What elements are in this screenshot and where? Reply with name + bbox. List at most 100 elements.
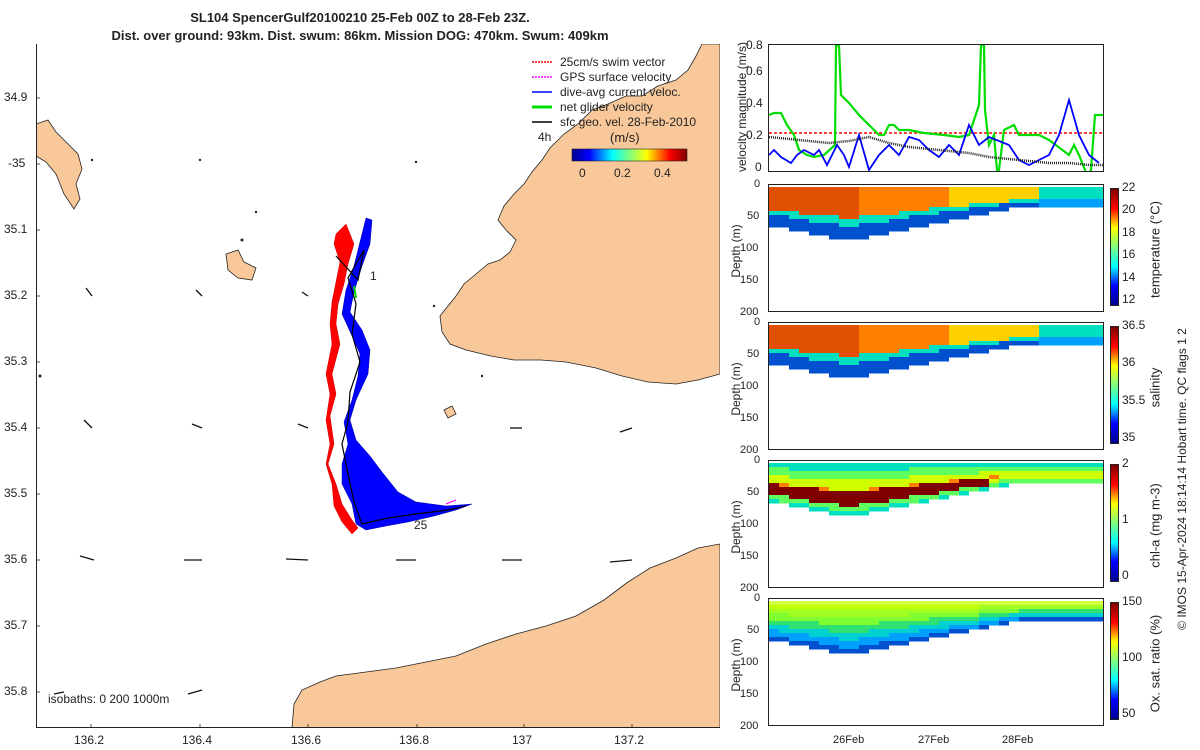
profile-section-1 [769, 325, 1109, 378]
lat-tick-352: 35.2 [4, 288, 28, 302]
profile-colorbar-1 [1110, 326, 1119, 444]
colorbar-tick-0: 0 [579, 166, 586, 180]
depth-tick: 100 [740, 380, 759, 392]
time-tick-28feb: 28Feb [1002, 734, 1034, 746]
profile-cbar-tick: 50 [1122, 706, 1136, 720]
gps-surface-velocity [445, 499, 457, 505]
vel-ytick-0: 0 [755, 160, 762, 174]
profile-section-2 [769, 463, 1109, 516]
time-tick-27feb: 27Feb [918, 734, 950, 746]
lon-tick-1368: 136.8 [399, 733, 430, 747]
depth-tick: 100 [740, 656, 759, 668]
lat-tick-349: 34.9 [4, 90, 28, 104]
net-glider-path [335, 249, 467, 525]
legend-swim: 25cm/s swim vector [560, 55, 666, 69]
legend-symbols [532, 61, 552, 123]
velocity-panel [768, 43, 1104, 178]
profile-variable-label: chl-a (mg m-3) [1147, 483, 1163, 568]
depth-tick: 200 [740, 444, 759, 456]
lat-tick-357: 35.7 [4, 618, 28, 632]
speed-colorbar [571, 148, 688, 162]
land-yorke-peninsula [439, 43, 721, 385]
lon-tick-1366: 136.6 [291, 733, 322, 747]
profile-cbar-tick: 2 [1122, 456, 1129, 470]
map-frame [35, 43, 721, 729]
lon-tick-1372: 137.2 [614, 733, 645, 747]
legend-net: net glider velocity [560, 100, 653, 114]
profile-cbar-tick: 36.5 [1122, 318, 1146, 332]
profile-cbar-tick: 12 [1122, 292, 1136, 306]
depth-axis-label: Depth (m) [729, 638, 743, 692]
lat-tick-355: 35.5 [4, 486, 28, 500]
map-axes [36, 44, 720, 728]
depth-tick: 100 [740, 242, 759, 254]
depth-tick: 200 [740, 582, 759, 594]
gps-velocity-segment [353, 285, 357, 299]
depth-tick: 0 [754, 316, 761, 328]
isobaths-label: isobaths: 0 200 1000m [48, 692, 170, 706]
lat-tick-353: 35.3 [4, 354, 28, 368]
depth-tick: 100 [740, 518, 759, 530]
time-tick-26feb: 26Feb [833, 734, 865, 746]
profile-cbar-tick: 0 [1122, 568, 1129, 582]
profile-colorbar-0 [1110, 188, 1119, 306]
land-islet [443, 405, 457, 419]
lon-tick-137: 137 [512, 733, 533, 747]
geo-velocity-line [768, 135, 1103, 167]
lat-tick-351: 35.1 [4, 222, 28, 236]
lon-tick-1362: 136.2 [74, 733, 105, 747]
depth-tick: 50 [747, 486, 760, 498]
profile-panel-0 [768, 184, 1109, 312]
profile-cbar-tick: 35 [1122, 430, 1136, 444]
profile-panel-3 [768, 598, 1109, 726]
profile-cbar-tick: 36 [1122, 355, 1136, 370]
lon-tick-1364: 136.4 [182, 733, 213, 747]
land-kangaroo-island [291, 543, 721, 729]
depth-tick: 50 [747, 210, 760, 222]
profile-section-3 [769, 601, 1109, 654]
depth-tick: 50 [747, 624, 760, 636]
lat-tick-358: 35.8 [4, 684, 28, 698]
depth-tick: 150 [740, 688, 759, 700]
net-velocity-line [768, 43, 1103, 178]
legend-geo: sfc geo. vel. 28-Feb-2010 [560, 115, 697, 129]
colorbar-tick-02: 0.2 [614, 166, 631, 180]
depth-tick: 0 [754, 454, 761, 466]
depth-axis-label: Depth (m) [729, 224, 743, 278]
dive-avg-current [341, 217, 473, 531]
map-title-line2: Dist. over ground: 93km. Dist. swum: 86k… [111, 28, 609, 43]
vel-ytick-02: 0.2 [746, 128, 763, 142]
depth-axis-label: Depth (m) [729, 362, 743, 416]
vel-ytick-06: 0.6 [746, 64, 763, 78]
profile-panel-2 [768, 460, 1109, 588]
land-eyre-peninsula [35, 119, 83, 210]
track-end-label: 25 [414, 518, 428, 532]
profile-cbar-tick: 18 [1122, 224, 1136, 239]
imos-credit: © IMOS 15-Apr-2024 18:14:14 Hobart time.… [1175, 328, 1189, 630]
depth-tick: 150 [740, 550, 759, 562]
legend-interval: 4h [538, 130, 552, 144]
profile-cbar-tick: 100 [1122, 650, 1143, 664]
profile-cbar-tick: 35.5 [1122, 392, 1146, 407]
colorbar-label: (m/s) [610, 130, 640, 145]
map-title-line1: SL104 SpencerGulf20100210 25-Feb 00Z to … [190, 10, 530, 25]
map-canvas [35, 43, 721, 729]
profile-variable-label: Ox. sat. ratio (%) [1147, 614, 1163, 713]
profile-cbar-tick: 20 [1122, 202, 1136, 217]
profile-cbar-tick: 1 [1122, 512, 1129, 526]
legend-dive: dive-avg current veloc. [560, 85, 681, 99]
swim-vectors [325, 223, 359, 535]
profile-cbar-tick: 150 [1122, 594, 1143, 608]
depth-axis-label: Depth (m) [729, 500, 743, 554]
depth-tick: 200 [740, 720, 759, 732]
depth-tick: 0 [754, 178, 761, 190]
profile-cbar-tick: 14 [1122, 269, 1136, 284]
land-island-small [225, 249, 257, 281]
depth-tick: 200 [740, 306, 759, 318]
depth-tick: 0 [754, 592, 761, 604]
colorbar-tick-04: 0.4 [654, 166, 671, 180]
velocity-ylabel: velocity magnitude (m/s) [735, 41, 749, 173]
depth-tick: 50 [747, 348, 760, 360]
geo-velocity-arrows [53, 287, 633, 695]
vel-ytick-04: 0.4 [746, 96, 763, 110]
